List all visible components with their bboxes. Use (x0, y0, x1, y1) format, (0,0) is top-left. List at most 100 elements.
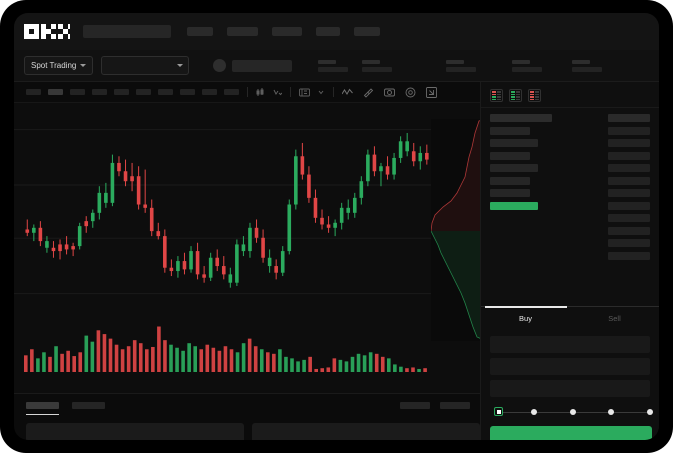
stat-label (318, 59, 337, 64)
tab-open-orders[interactable] (26, 402, 59, 415)
bottom-panel-left[interactable] (26, 423, 244, 440)
trading-pair-selector[interactable] (101, 56, 190, 75)
nav-item-4[interactable] (316, 27, 340, 36)
price-bar (516, 96, 520, 98)
price-field[interactable] (490, 358, 650, 375)
orderbook-toggle-glyph-col2 (497, 91, 501, 100)
orderbook-toggle-glyph (530, 91, 534, 100)
orderbook-row-selected[interactable] (490, 201, 650, 210)
indicators-icon[interactable] (299, 88, 310, 97)
orderbook-row[interactable] (490, 126, 650, 135)
bid-bar (511, 93, 515, 95)
price-bar (535, 98, 539, 100)
tab-buy[interactable]: Buy (481, 307, 570, 330)
orderbook-right-cell (608, 114, 650, 122)
timeframe-button-9[interactable] (202, 89, 217, 95)
bid-bar (511, 96, 515, 98)
amount-slider[interactable] (494, 407, 653, 417)
timeframe-button-5[interactable] (114, 89, 129, 95)
line-chart-icon[interactable] (342, 88, 353, 96)
tab-order-history[interactable] (72, 402, 105, 409)
orderbook-row[interactable] (490, 214, 650, 222)
slider-stop-50[interactable] (570, 408, 576, 415)
orderbook[interactable] (481, 107, 659, 302)
slider-stop-25[interactable] (531, 408, 537, 415)
orderbook-right-cell (608, 164, 650, 172)
timeframe-button-2[interactable] (48, 89, 63, 95)
orderbook-left-cell (490, 189, 530, 197)
coin-avatar (213, 59, 227, 72)
okx-logo[interactable] (24, 24, 70, 39)
orderbook-left-cell-highlighted (490, 201, 538, 210)
timeframe-button-10[interactable] (224, 89, 239, 95)
timeframe-button-7[interactable] (158, 89, 173, 95)
timeframe-button-6[interactable] (136, 89, 151, 95)
settings-icon[interactable] (405, 87, 416, 98)
toolbar-divider (247, 87, 248, 97)
orderbook-right-cell (608, 189, 650, 197)
price-chart-area[interactable] (14, 103, 486, 393)
nav-item-3[interactable] (272, 27, 302, 36)
bottom-action-2[interactable] (440, 402, 470, 409)
search-input[interactable] (83, 25, 171, 38)
market-depth-overlay (431, 119, 486, 341)
orderbook-row[interactable] (490, 176, 650, 185)
orderbook-row[interactable] (490, 139, 650, 147)
stat-24h-volume (512, 59, 543, 72)
slider-handle[interactable] (494, 407, 503, 416)
orderbook-right-cell (608, 176, 650, 185)
orderbook-right-cell (608, 126, 650, 135)
orderbook-row[interactable] (490, 239, 650, 247)
order-form (481, 330, 659, 417)
orderbook-row[interactable] (490, 151, 650, 160)
toolbar-divider (333, 87, 334, 97)
market-mode-selector[interactable]: Spot Trading (24, 56, 94, 75)
camera-icon[interactable] (384, 87, 395, 97)
tab-sell[interactable]: Sell (570, 307, 659, 330)
bottom-panel-right[interactable] (252, 423, 480, 440)
orderbook-row[interactable] (490, 189, 650, 197)
candlestick-chart[interactable] (14, 103, 480, 308)
volume-chart (24, 326, 427, 372)
orderbook-left-cell (490, 151, 530, 160)
orderbook-view-both[interactable] (490, 89, 503, 102)
fullscreen-icon[interactable] (426, 86, 437, 98)
top-navigation-bar (14, 13, 659, 50)
app-screen: Spot Trading (14, 13, 659, 440)
stat-value (362, 66, 393, 72)
timeframe-button-4[interactable] (92, 89, 107, 95)
bottom-action-1[interactable] (400, 402, 430, 409)
orderbook-row[interactable] (490, 251, 650, 260)
price-bar (516, 93, 520, 95)
orderbook-view-asks[interactable] (528, 89, 541, 102)
chart-type-chevron-icon[interactable] (273, 88, 282, 97)
timeframe-button-3[interactable] (70, 89, 85, 95)
bottom-panels (14, 423, 480, 440)
orderbook-row[interactable] (490, 164, 650, 172)
nav-item-1[interactable] (187, 27, 213, 36)
orderbook-view-bids[interactable] (509, 89, 522, 102)
stat-value (446, 66, 477, 72)
price-bar (497, 91, 501, 93)
last-price-value (232, 59, 293, 72)
slider-stop-75[interactable] (608, 408, 614, 415)
drawing-tools-icon[interactable] (363, 87, 374, 98)
candlestick-icon[interactable] (256, 87, 266, 97)
amount-field[interactable] (490, 380, 650, 397)
orderbook-right-cell (608, 151, 650, 160)
ask-bar (530, 96, 534, 98)
orderbook-header-row (490, 114, 650, 122)
nav-item-2[interactable] (227, 27, 258, 36)
timeframe-button-1[interactable] (26, 89, 41, 95)
submit-buy-button[interactable] (490, 426, 652, 440)
slider-stop-100[interactable] (647, 408, 653, 415)
nav-item-5[interactable] (354, 27, 380, 36)
indicators-chevron-icon[interactable] (317, 88, 325, 96)
orderbook-right-cell (608, 251, 650, 260)
price-bar (516, 98, 520, 100)
price-bar (497, 93, 501, 95)
order-type-field[interactable] (490, 336, 650, 353)
orderbook-row[interactable] (490, 226, 650, 235)
timeframe-button-8[interactable] (180, 89, 195, 95)
